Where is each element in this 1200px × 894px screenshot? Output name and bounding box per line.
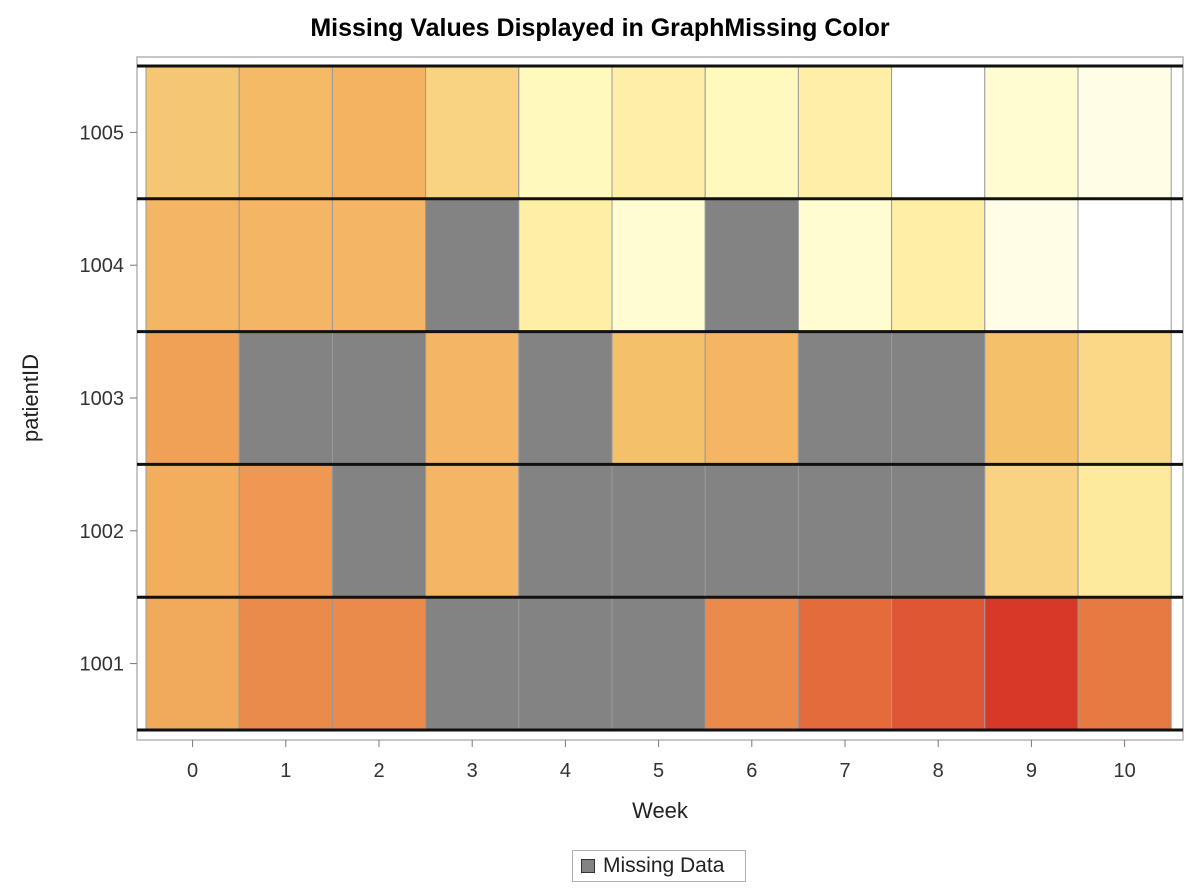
legend-label: Missing Data: [603, 854, 725, 877]
heatmap-cell-1005-week-4: [518, 65, 613, 200]
heatmap-cell-1003-week-3: [425, 331, 520, 465]
y-tick-label: 1005: [80, 122, 125, 144]
legend: Missing Data: [572, 850, 746, 882]
x-tick-label: 6: [746, 760, 757, 782]
heatmap-cell-1002-week-4: [518, 463, 613, 598]
heatmap-cell-1004-week-6: [704, 198, 799, 333]
heatmap-cell-1005-week-8: [891, 65, 986, 200]
legend-swatch-missing: [581, 859, 595, 873]
x-tick-label: 4: [560, 760, 571, 782]
heatmap-cell-1003-week-4: [518, 331, 613, 465]
heatmap-cell-1001-week-5: [611, 596, 706, 731]
heatmap-cells: [145, 65, 1172, 731]
chart-title: Missing Values Displayed in GraphMissing…: [310, 14, 890, 42]
y-tick-label: 1002: [80, 521, 125, 543]
heatmap-cell-1001-week-4: [518, 596, 613, 731]
heatmap-cell-1003-week-7: [797, 331, 893, 465]
heatmap-cell-1001-week-6: [704, 596, 799, 731]
y-axis-label: patientID: [18, 354, 43, 442]
heatmap-cell-1002-week-8: [891, 463, 986, 598]
heatmap-cell-1002-week-1: [238, 463, 333, 598]
heatmap-cell-1001-week-0: [145, 596, 240, 731]
heatmap-cell-1003-week-10: [1077, 331, 1172, 465]
heatmap-cell-1001-week-3: [425, 596, 520, 731]
heatmap-cell-1004-week-10: [1077, 198, 1172, 333]
heatmap-cell-1001-week-1: [238, 596, 333, 731]
heatmap-cell-1003-week-8: [891, 331, 986, 465]
heatmap-cell-1004-week-9: [984, 198, 1079, 333]
heatmap-cell-1002-week-3: [425, 463, 520, 598]
x-tick-label: 9: [1026, 760, 1037, 782]
y-tick-label: 1003: [80, 388, 125, 410]
heatmap-cell-1003-week-5: [611, 331, 706, 465]
row-separators: [137, 64, 1183, 732]
x-tick-label: 5: [653, 760, 664, 782]
x-tick-label: 8: [933, 760, 944, 782]
heatmap-cell-1004-week-3: [425, 198, 520, 333]
y-tick-label: 1001: [80, 654, 125, 676]
heatmap-cell-1004-week-0: [145, 198, 240, 333]
heatmap-cell-1004-week-1: [238, 198, 333, 333]
axes: 0 1 2 3 4 5 6 7 8 9 10 1001 1002 1003 1004 1005: [80, 122, 1136, 782]
x-tick-label: 0: [187, 760, 198, 782]
heatmap-cell-1004-week-5: [611, 198, 706, 333]
heatmap-cell-1004-week-7: [797, 198, 893, 333]
heatmap-cell-1004-week-2: [331, 198, 427, 333]
heatmap-cell-1002-week-0: [145, 463, 240, 598]
heatmap-cell-1003-week-2: [331, 331, 427, 465]
heatmap-cell-1002-week-9: [984, 463, 1079, 598]
x-tick-label: 1: [280, 760, 291, 782]
heatmap-cell-1004-week-8: [891, 198, 986, 333]
heatmap-cell-1005-week-9: [984, 65, 1079, 200]
x-tick-label: 10: [1113, 760, 1135, 782]
y-tick-label: 1004: [80, 255, 125, 277]
heatmap-cell-1002-week-5: [611, 463, 706, 598]
heatmap-cell-1005-week-3: [425, 65, 520, 200]
x-tick-label: 2: [373, 760, 384, 782]
x-axis-label: Week: [632, 798, 689, 823]
heatmap-cell-1003-week-6: [704, 331, 799, 465]
heatmap-cell-1001-week-2: [331, 596, 427, 731]
heatmap-cell-1002-week-2: [331, 463, 427, 598]
heatmap-cell-1005-week-1: [238, 65, 333, 200]
heatmap-cell-1003-week-1: [238, 331, 333, 465]
heatmap-cell-1002-week-10: [1077, 463, 1172, 598]
heatmap-cell-1005-week-7: [797, 65, 893, 200]
heatmap-cell-1005-week-5: [611, 65, 706, 200]
heatmap-cell-1005-week-6: [704, 65, 799, 200]
heatmap-cell-1005-week-0: [145, 65, 240, 200]
heatmap-cell-1005-week-10: [1077, 65, 1172, 200]
heatmap-cell-1001-week-10: [1077, 596, 1172, 731]
x-tick-label: 3: [467, 760, 478, 782]
x-tick-label: 7: [839, 760, 850, 782]
heatmap-cell-1002-week-6: [704, 463, 799, 598]
heatmap-cell-1004-week-4: [518, 198, 613, 333]
heatmap-cell-1003-week-9: [984, 331, 1079, 465]
heatmap-cell-1005-week-2: [331, 65, 427, 200]
heatmap-cell-1001-week-8: [891, 596, 986, 731]
heatmap-cell-1001-week-9: [984, 596, 1079, 731]
heatmap-cell-1003-week-0: [145, 331, 240, 465]
heatmap-cell-1002-week-7: [797, 463, 893, 598]
heatmap-cell-1001-week-7: [797, 596, 893, 731]
